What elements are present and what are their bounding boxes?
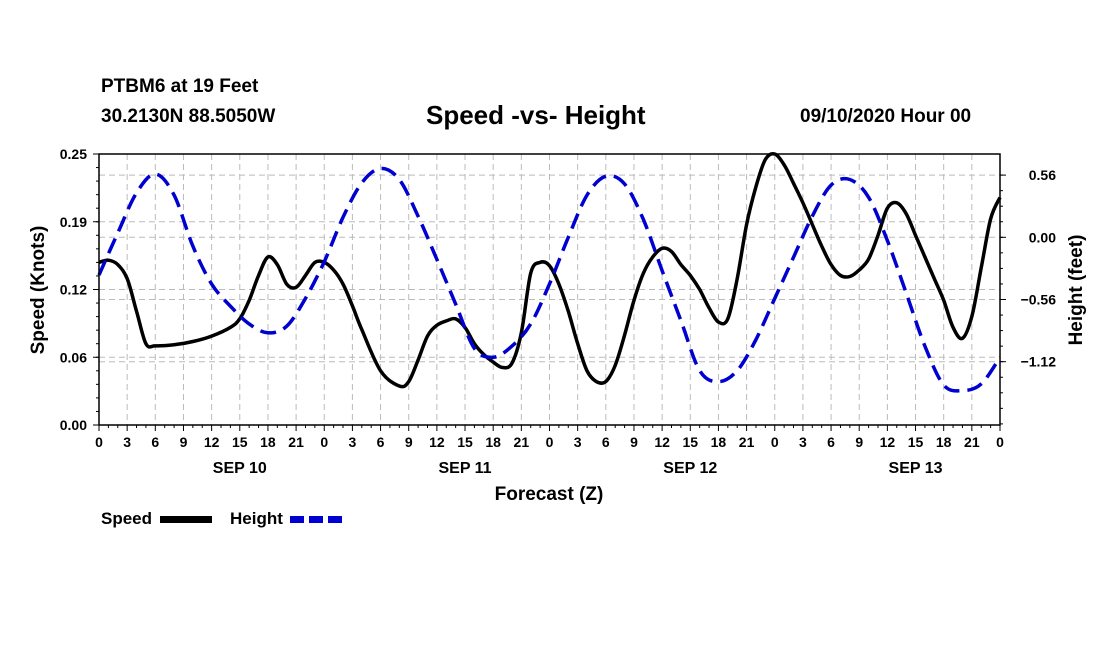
x-tick-label: 0	[771, 434, 779, 450]
x-day-label: SEP 13	[889, 460, 943, 477]
x-day-label: SEP 10	[213, 460, 267, 477]
coordinates-label: 30.2130N 88.5050W	[101, 106, 276, 127]
x-tick-label: 21	[288, 434, 304, 450]
legend-height-label: Height	[230, 509, 283, 528]
x-tick-label: 18	[485, 434, 501, 450]
y-tick-label: 0.25	[60, 146, 87, 162]
x-tick-label: 6	[151, 434, 159, 450]
x-tick-label: 3	[123, 434, 131, 450]
x-tick-label: 21	[964, 434, 980, 450]
legend-height-swatch	[290, 516, 342, 523]
height-series-line	[97, 166, 1002, 393]
x-tick-label: 15	[457, 434, 473, 450]
x-tick-label: 9	[855, 434, 863, 450]
y-tick-label: 0.06	[60, 349, 87, 365]
x-tick-label: 0	[320, 434, 328, 450]
x-tick-label: 12	[654, 434, 670, 450]
x-tick-label: 15	[908, 434, 924, 450]
x-day-label: SEP 11	[438, 460, 491, 477]
y2-axis-title: Height (feet)	[1066, 235, 1087, 346]
y-tick-label: 0.00	[60, 417, 87, 433]
grid	[99, 154, 1000, 425]
x-tick-label: 15	[682, 434, 698, 450]
y2-tick-label: 0.56	[1029, 167, 1056, 183]
series-lines	[97, 151, 1002, 393]
x-tick-label: 18	[260, 434, 276, 450]
y-tick-label: 0.12	[60, 282, 87, 298]
y2-tick-label: −0.56	[1021, 291, 1057, 307]
x-tick-label: 3	[799, 434, 807, 450]
x-tick-label: 12	[429, 434, 445, 450]
x-tick-label: 0	[996, 434, 1004, 450]
x-tick-label: 9	[630, 434, 638, 450]
axis-labels: Forecast (Z) Speed (Knots) Height (feet)	[28, 226, 1087, 505]
x-tick-label: 15	[232, 434, 248, 450]
x-tick-label: 3	[349, 434, 357, 450]
x-tick-label: 0	[546, 434, 554, 450]
x-tick-label: 18	[936, 434, 952, 450]
x-tick-label: 3	[574, 434, 582, 450]
x-tick-label: 9	[405, 434, 413, 450]
y2-tick-label: 0.00	[1029, 229, 1056, 245]
y-axis-title: Speed (Knots)	[28, 226, 49, 355]
legend-speed-label: Speed	[101, 509, 153, 528]
x-tick-label: 21	[514, 434, 530, 450]
forecast-datetime: 09/10/2020 Hour 00	[800, 106, 972, 127]
x-tick-label: 6	[827, 434, 835, 450]
x-tick-label: 12	[880, 434, 896, 450]
x-tick-label: 9	[180, 434, 188, 450]
x-tick-label: 18	[711, 434, 727, 450]
x-tick-label: 6	[377, 434, 385, 450]
chart-title: Speed -vs- Height	[426, 100, 646, 130]
legend-speed-swatch	[160, 516, 212, 523]
x-tick-label: 6	[602, 434, 610, 450]
station-label: PTBM6 at 19 Feet	[101, 76, 259, 97]
y2-tick-label: −1.12	[1021, 354, 1057, 370]
x-tick-label: 12	[204, 434, 220, 450]
speed-series-line	[98, 151, 1002, 389]
y-tick-label: 0.19	[60, 214, 87, 230]
x-axis-title: Forecast (Z)	[495, 484, 604, 505]
x-day-label: SEP 12	[663, 460, 717, 477]
x-tick-label: 21	[739, 434, 755, 450]
x-tick-label: 0	[95, 434, 103, 450]
axis-ticks: 0 3 6 9 12 15 18 21 0 3 6 9 12 15 18 21 0 3 6 9 12 15 18 21 0 3 6 9…	[60, 146, 1056, 477]
